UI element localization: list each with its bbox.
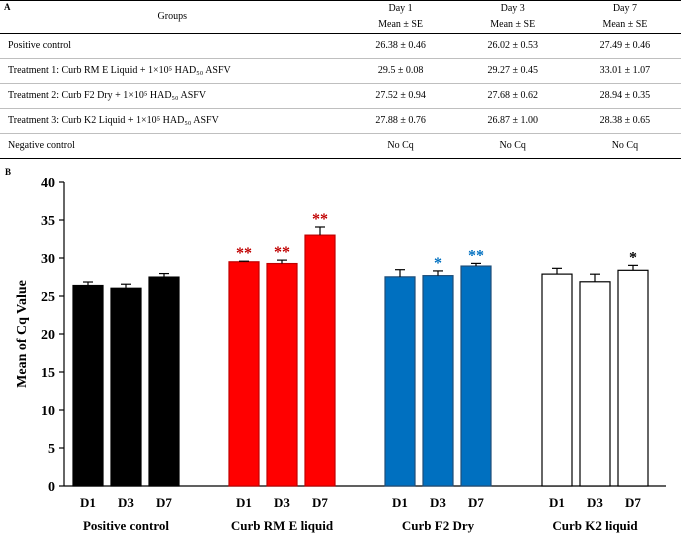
x-tick-label: D1 [236, 495, 252, 510]
x-tick-label: D1 [80, 495, 96, 510]
bar [148, 276, 180, 487]
bar [304, 234, 336, 487]
table-row: Treatment 3: Curb K2 Liquid + 1×10⁵ HAD₅… [0, 108, 681, 134]
x-tick-label: D7 [312, 495, 328, 510]
table-cell: 27.68 ± 0.62 [456, 83, 569, 109]
significance-mark: * [434, 255, 442, 272]
table-cell: 27.49 ± 0.46 [568, 33, 681, 59]
y-tick-label: 20 [41, 328, 55, 343]
table-cell: 29.5 ± 0.08 [344, 58, 457, 84]
bar [266, 262, 298, 487]
bar [228, 261, 260, 487]
table-cell: 26.02 ± 0.53 [456, 33, 569, 59]
results-table-panel: A Groups Day 1 Day 3 Day 7 Mean ± SE Mea… [0, 0, 681, 162]
group-label: Treatment 2: Curb F2 Dry + 1×10⁵ HAD₅₀ A… [0, 83, 345, 109]
significance-mark: ** [274, 244, 290, 261]
table-cell: No Cq [568, 133, 681, 159]
significance-mark: ** [236, 245, 252, 262]
bar [541, 273, 573, 487]
x-tick-label: D3 [587, 495, 603, 510]
bar [579, 281, 611, 487]
table-cell: 29.27 ± 0.45 [456, 58, 569, 84]
y-tick-label: 30 [41, 252, 55, 267]
table-cell: 27.52 ± 0.94 [344, 83, 457, 109]
bar [422, 275, 454, 487]
x-tick-label: D3 [118, 495, 134, 510]
stat-header: Mean ± SE [568, 17, 681, 34]
significance-mark: ** [468, 247, 484, 264]
bar [72, 284, 104, 487]
group-label: Positive control [0, 33, 345, 59]
day-header: Day 3 [456, 0, 569, 17]
y-tick-label: 10 [41, 404, 55, 419]
panel-label-b: B [5, 167, 11, 177]
x-tick-label: D7 [156, 495, 172, 510]
panel-label-a: A [4, 2, 11, 12]
y-axis-label: Mean of Cq Value [15, 280, 30, 388]
results-table: Groups Day 1 Day 3 Day 7 Mean ± SE Mean … [0, 0, 681, 159]
table-cell: No Cq [344, 133, 457, 159]
bar [460, 265, 492, 487]
x-tick-label: D1 [392, 495, 408, 510]
x-tick-label: D7 [625, 495, 641, 510]
table-row: Positive control 26.38 ± 0.46 26.02 ± 0.… [0, 33, 681, 59]
table-subheader-row: Mean ± SE Mean ± SE Mean ± SE [0, 17, 681, 34]
stat-header: Mean ± SE [344, 17, 457, 34]
table-cell: 28.94 ± 0.35 [568, 83, 681, 109]
significance-mark: * [629, 249, 637, 266]
table-cell: 28.38 ± 0.65 [568, 108, 681, 134]
table-cell: 26.87 ± 1.00 [456, 108, 569, 134]
table-cell: 27.88 ± 0.76 [344, 108, 457, 134]
table-row: Treatment 1: Curb RM E Liquid + 1×10⁵ HA… [0, 58, 681, 84]
groups-header: Groups [0, 0, 345, 34]
y-tick-label: 40 [41, 176, 55, 191]
bar [617, 269, 649, 487]
table-cell: No Cq [456, 133, 569, 159]
day-header: Day 7 [568, 0, 681, 17]
table-row: Negative control No Cq No Cq No Cq [0, 133, 681, 159]
table-row: Treatment 2: Curb F2 Dry + 1×10⁵ HAD₅₀ A… [0, 83, 681, 109]
y-tick-label: 0 [48, 480, 55, 495]
bar [384, 276, 416, 487]
group-label: Positive control [83, 518, 169, 533]
y-tick-label: 35 [41, 214, 55, 229]
x-tick-label: D3 [274, 495, 290, 510]
bar-chart-panel: B 0 5 10 15 20 25 30 35 40 Mean of Cq Value D1 D3 D7 P… [0, 162, 681, 541]
day-header: Day 1 [344, 0, 457, 17]
group-label: Treatment 3: Curb K2 Liquid + 1×10⁵ HAD₅… [0, 108, 345, 134]
group-label: Curb RM E liquid [231, 518, 334, 533]
y-tick-label: 5 [48, 442, 55, 457]
group-label: Treatment 1: Curb RM E Liquid + 1×10⁵ HA… [0, 58, 345, 84]
bar [110, 287, 142, 487]
group-label: Curb F2 Dry [402, 518, 475, 533]
group-label: Negative control [0, 133, 345, 159]
y-tick-label: 25 [41, 290, 55, 305]
x-tick-label: D1 [549, 495, 565, 510]
table-header-row: Groups Day 1 Day 3 Day 7 [0, 0, 681, 34]
stat-header: Mean ± SE [456, 17, 569, 34]
y-tick-label: 15 [41, 366, 55, 381]
x-tick-label: D3 [430, 495, 446, 510]
group-label: Curb K2 liquid [552, 518, 638, 533]
bar-chart: B 0 5 10 15 20 25 30 35 40 Mean of Cq Value D1 D3 D7 P… [5, 167, 666, 533]
table-cell: 33.01 ± 1.07 [568, 58, 681, 84]
significance-mark: ** [312, 211, 328, 228]
table-cell: 26.38 ± 0.46 [344, 33, 457, 59]
x-tick-label: D7 [468, 495, 484, 510]
